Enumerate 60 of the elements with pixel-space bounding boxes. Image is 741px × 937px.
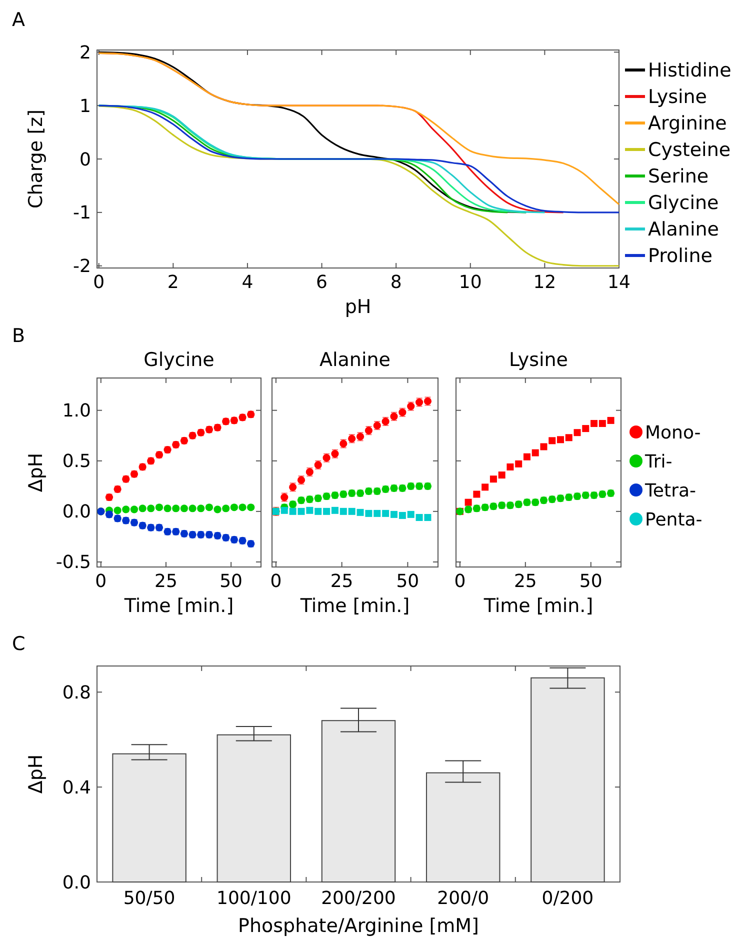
x-axis-title: Phosphate/Arginine [mM] bbox=[238, 915, 479, 937]
chart-title: Glycine bbox=[144, 349, 214, 371]
x-tick-label: 100/100 bbox=[216, 888, 292, 909]
y-axis-title: ΔpH bbox=[25, 754, 47, 794]
text: C bbox=[12, 633, 26, 655]
x-tick-label: 0/200 bbox=[542, 888, 594, 909]
legend-label: Tri- bbox=[644, 451, 672, 472]
x-tick-label: 6 bbox=[316, 272, 328, 293]
y-tick-label: 0.0 bbox=[62, 872, 91, 894]
x-tick-label: 50/50 bbox=[123, 888, 176, 909]
y-tick-label: -0.5 bbox=[56, 552, 91, 574]
x-tick-label: 0 bbox=[95, 571, 107, 592]
y-axis-title: Charge [z] bbox=[25, 109, 47, 209]
legend-label: Alanine bbox=[648, 218, 719, 241]
x-tick-label: 14 bbox=[608, 272, 630, 293]
y-tick-label: 1.0 bbox=[62, 400, 91, 422]
legend-label: Lysine bbox=[648, 86, 707, 108]
x-tick-label: 50 bbox=[220, 571, 243, 592]
chart-title: Alanine bbox=[320, 349, 390, 371]
chart-title: Lysine bbox=[509, 349, 568, 371]
text: A bbox=[12, 9, 25, 31]
x-tick-label: 8 bbox=[390, 272, 402, 293]
x-axis-title: Time [min.] bbox=[482, 595, 594, 617]
x-tick-label: 12 bbox=[533, 272, 556, 293]
y-axis-title: ΔpH bbox=[25, 452, 47, 492]
x-axis-title: pH bbox=[344, 296, 372, 318]
text: B bbox=[12, 325, 26, 347]
y-tick-label: 0.4 bbox=[62, 777, 91, 798]
x-tick-label: 25 bbox=[330, 571, 354, 592]
legend-label: Penta- bbox=[645, 509, 702, 530]
y-tick-label: -2 bbox=[73, 256, 91, 278]
legend-label: Tetra- bbox=[644, 480, 696, 502]
x-tick-label: 200/0 bbox=[437, 888, 490, 909]
x-tick-label: 50 bbox=[396, 571, 420, 592]
x-tick-label: 0 bbox=[93, 272, 105, 293]
legend-label: Histidine bbox=[648, 60, 732, 82]
y-tick-label: -1 bbox=[73, 202, 91, 224]
x-tick-label: 25 bbox=[514, 571, 537, 592]
x-tick-label: 0 bbox=[270, 571, 282, 592]
y-tick-label: 0.8 bbox=[62, 682, 91, 704]
x-tick-label: 50 bbox=[579, 571, 602, 592]
y-tick-label: 1 bbox=[80, 96, 91, 117]
legend-label: Cysteine bbox=[648, 139, 731, 162]
legend-label: Serine bbox=[648, 166, 709, 188]
x-tick-label: 10 bbox=[458, 272, 482, 293]
x-tick-label: 200/200 bbox=[321, 888, 396, 909]
legend-label: Proline bbox=[648, 245, 712, 268]
y-tick-label: 0.5 bbox=[62, 451, 91, 472]
x-axis-title: Time [min.] bbox=[299, 595, 410, 617]
y-tick-label: 2 bbox=[80, 42, 91, 64]
legend-label: Arginine bbox=[648, 112, 727, 135]
y-tick-label: 0 bbox=[80, 149, 91, 170]
legend-label: Glycine bbox=[648, 192, 719, 214]
x-tick-label: 0 bbox=[454, 571, 466, 592]
x-tick-label: 4 bbox=[242, 272, 254, 293]
x-tick-label: 25 bbox=[154, 571, 178, 592]
y-tick-label: 0.0 bbox=[62, 502, 91, 523]
x-axis-title: Time [min.] bbox=[123, 595, 234, 617]
x-tick-label: 2 bbox=[167, 272, 179, 293]
legend-label: Mono- bbox=[645, 422, 701, 444]
